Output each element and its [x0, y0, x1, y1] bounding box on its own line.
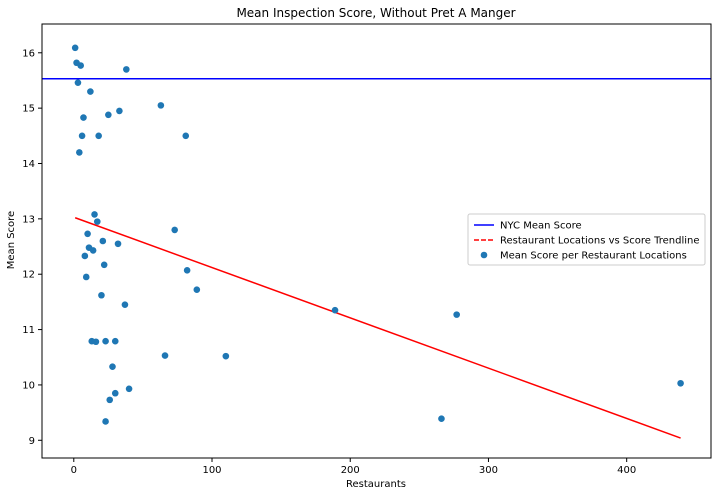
data-point-1: [71, 44, 79, 52]
x-tick-label-0: 0: [71, 465, 77, 476]
data-point-26: [183, 267, 191, 274]
data-point-18: [99, 237, 107, 245]
data-point-31: [453, 311, 460, 318]
data-point-37: [222, 352, 230, 360]
plot-area: 0 100 200 300 400 9 10 11 12 13 14 15 16: [22, 23, 712, 476]
data-point-3: [77, 62, 84, 69]
y-tick-label-10: 10: [22, 380, 35, 391]
data-point-38: [109, 363, 116, 370]
data-point-27: [193, 286, 201, 294]
x-tick-label-400: 400: [617, 465, 636, 476]
data-point-10: [105, 111, 112, 119]
legend-label-trendline: Restaurant Locations vs Score Trendline: [500, 236, 700, 247]
data-point-30: [331, 306, 339, 314]
data-point-17: [84, 230, 91, 238]
data-point-28: [98, 291, 105, 299]
data-point-20: [171, 226, 178, 234]
data-point-22: [89, 247, 97, 254]
legend-box: [467, 213, 706, 266]
data-point-29: [121, 301, 129, 308]
data-point-44: [677, 379, 684, 387]
legend: NYC Mean Score Restaurant Locations vs Sc…: [467, 213, 706, 266]
y-tick-label-13: 13: [22, 214, 35, 225]
data-point-19: [114, 240, 122, 248]
y-tick-label-11: 11: [22, 325, 35, 336]
legend-label-points: Mean Score per Restaurant Locations: [500, 251, 687, 262]
data-point-41: [106, 396, 114, 404]
data-point-7: [80, 114, 87, 121]
data-point-39: [125, 385, 133, 393]
y-tick-label-14: 14: [22, 159, 35, 170]
data-point-8: [78, 132, 86, 140]
x-tick-label-200: 200: [341, 465, 360, 476]
legend-swatch-points: [480, 251, 488, 259]
data-point-42: [102, 418, 109, 425]
x-axis-label: Restaurants: [346, 479, 406, 490]
y-tick-label-15: 15: [22, 104, 35, 115]
chart-title: Mean Inspection Score, Without Pret A Ma…: [236, 6, 515, 20]
data-point-35: [111, 337, 119, 345]
y-tick-label-9: 9: [29, 436, 35, 447]
data-point-15: [91, 211, 98, 218]
legend-label-nyc-mean: NYC Mean Score: [500, 221, 582, 232]
data-point-4: [74, 79, 82, 86]
trendline: [74, 217, 681, 439]
data-point-40: [111, 389, 119, 397]
data-point-25: [82, 273, 90, 281]
data-point-11: [116, 107, 123, 115]
axes-frame: [41, 23, 712, 459]
data-point-13: [95, 132, 102, 140]
data-point-43: [438, 415, 445, 423]
data-point-36: [161, 352, 169, 359]
data-point-23: [81, 252, 89, 260]
data-point-33: [92, 338, 100, 346]
y-tick-label-12: 12: [22, 270, 35, 281]
y-tick-label-16: 16: [22, 48, 35, 59]
data-point-6: [123, 66, 130, 73]
data-point-14: [182, 132, 190, 140]
data-point-24: [100, 261, 108, 269]
x-tick-label-300: 300: [479, 465, 498, 476]
x-tick-label-100: 100: [202, 465, 221, 476]
data-point-34: [102, 337, 109, 345]
data-point-12: [157, 102, 165, 109]
data-point-16: [93, 218, 101, 225]
y-axis-label: Mean Score: [6, 211, 17, 269]
data-point-5: [87, 88, 94, 95]
data-point-9: [76, 149, 83, 156]
